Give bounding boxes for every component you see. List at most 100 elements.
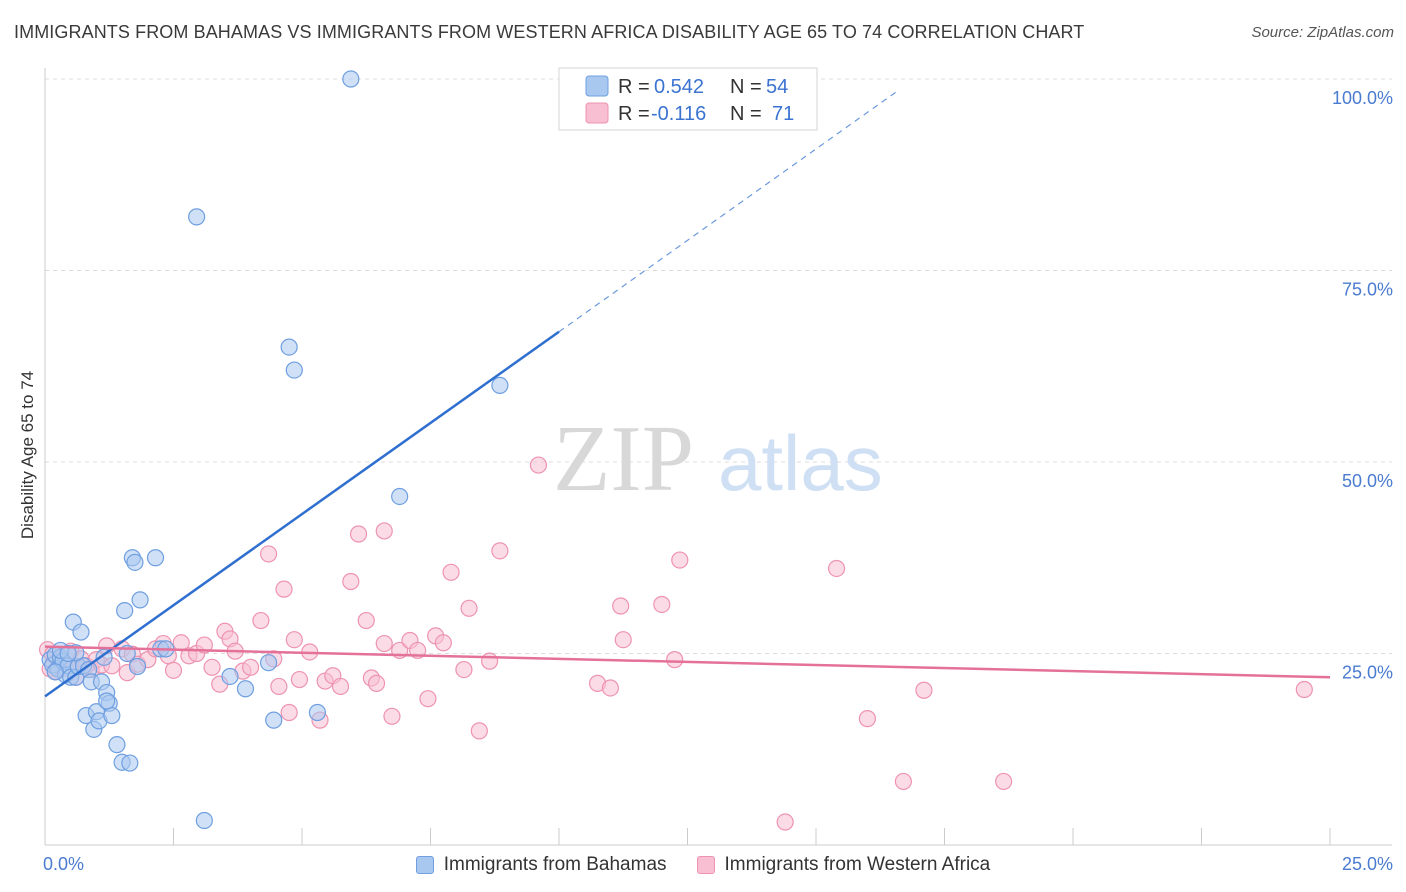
legend-n-value-2: 71 bbox=[772, 103, 794, 125]
y-tick-label-0: 25.0% bbox=[1342, 663, 1393, 683]
western-africa-point-50 bbox=[357, 611, 375, 630]
western-africa-point-38 bbox=[270, 677, 288, 696]
bahamas-trend-line bbox=[44, 330, 560, 698]
source-label: Source: ZipAtlas.com bbox=[1251, 24, 1394, 41]
legend-item-western-africa: Immigrants from Western Africa bbox=[696, 854, 991, 876]
legend-n-label-2: N = bbox=[730, 103, 762, 125]
legend-swatch-bahamas bbox=[415, 856, 434, 874]
bahamas-trend-extension bbox=[558, 90, 899, 333]
watermark-zip: ZIP bbox=[553, 407, 694, 511]
western-africa-extra-point-11 bbox=[375, 522, 393, 540]
legend-r-label-2: R = bbox=[618, 103, 650, 125]
x-tick-labels: 0.0% 25.0% bbox=[43, 854, 1393, 874]
western-africa-extra-point-10 bbox=[1295, 680, 1313, 699]
y-tick-label-1: 50.0% bbox=[1342, 471, 1393, 491]
western-africa-point-23 bbox=[164, 661, 183, 679]
western-africa-extra-point-2 bbox=[614, 631, 632, 649]
legend-n-label-1: N = bbox=[730, 76, 762, 98]
bahamas-point-38 bbox=[195, 811, 213, 830]
bahamas-point-34 bbox=[146, 549, 165, 567]
western-africa-point-39 bbox=[275, 580, 293, 598]
y-tick-labels: 25.0% 50.0% 75.0% 100.0% bbox=[1332, 88, 1393, 683]
bahamas-point-52 bbox=[59, 644, 77, 663]
western-africa-point-63 bbox=[460, 599, 478, 617]
chart-title: IMMIGRANTS FROM BAHAMAS VS IMMIGRANTS FR… bbox=[14, 22, 1085, 42]
western-africa-extra-point-9 bbox=[776, 813, 794, 831]
western-africa-trend-line bbox=[44, 645, 1331, 679]
western-africa-extra-point-1 bbox=[601, 679, 620, 697]
legend-label-bahamas: Immigrants from Bahamas bbox=[443, 854, 667, 875]
bahamas-point-53 bbox=[46, 663, 64, 681]
western-africa-point-67 bbox=[529, 456, 548, 474]
western-africa-extra-point-5 bbox=[827, 559, 846, 578]
y-tick-label-2: 75.0% bbox=[1342, 280, 1393, 300]
bahamas-point-24 bbox=[103, 706, 121, 725]
western-africa-point-36 bbox=[259, 545, 278, 563]
axes bbox=[44, 68, 1392, 846]
western-africa-point-65 bbox=[481, 652, 499, 670]
bahamas-point-44 bbox=[285, 361, 303, 379]
western-africa-extra-point-8 bbox=[995, 772, 1013, 791]
bahamas-point-41 bbox=[259, 654, 278, 672]
western-africa-extra-point-3 bbox=[653, 595, 671, 614]
bahamas-point-32 bbox=[128, 657, 147, 676]
western-africa-point-40 bbox=[280, 703, 298, 722]
western-africa-extra-point-4 bbox=[666, 651, 684, 669]
western-africa-point-62 bbox=[455, 660, 473, 679]
western-africa-point-64 bbox=[470, 722, 488, 740]
legend-swatch-blue bbox=[585, 75, 609, 97]
western-africa-extra-point-6 bbox=[858, 710, 877, 728]
bahamas-point-21 bbox=[95, 648, 113, 666]
bahamas-point-27 bbox=[116, 602, 134, 620]
western-africa-point-69 bbox=[671, 551, 689, 569]
bahamas-point-43 bbox=[280, 338, 298, 356]
legend-label-western-africa: Immigrants from Western Africa bbox=[724, 854, 991, 875]
western-africa-point-61 bbox=[442, 563, 460, 581]
legend-swatch-western-africa bbox=[696, 856, 715, 874]
legend-swatch-pink bbox=[585, 102, 609, 124]
bahamas-point-42 bbox=[265, 711, 283, 729]
western-africa-point-42 bbox=[290, 670, 309, 689]
bahamas-point-47 bbox=[391, 487, 409, 506]
bahamas-point-37 bbox=[188, 208, 206, 226]
grid-lines bbox=[45, 78, 1392, 654]
series-western-africa-points bbox=[38, 456, 1313, 831]
western-africa-point-68 bbox=[612, 597, 630, 615]
western-africa-point-41 bbox=[285, 631, 303, 649]
bahamas-point-29 bbox=[121, 754, 139, 772]
western-africa-extra-point-7 bbox=[894, 772, 912, 791]
bahamas-point-39 bbox=[221, 667, 239, 686]
western-africa-point-52 bbox=[367, 674, 386, 692]
western-africa-point-53 bbox=[375, 634, 393, 653]
legend-box: R = 0.542 N = 54 R = -0.116 N = 71 bbox=[558, 67, 818, 131]
western-africa-point-47 bbox=[331, 677, 350, 696]
y-tick-label-3: 100.0% bbox=[1332, 88, 1393, 108]
bahamas-point-33 bbox=[131, 591, 149, 609]
bahamas-point-45 bbox=[308, 703, 327, 722]
western-africa-point-34 bbox=[242, 658, 260, 676]
western-africa-point-28 bbox=[203, 658, 221, 676]
western-africa-point-49 bbox=[349, 525, 368, 543]
x-tick-label-0: 0.0% bbox=[43, 854, 84, 874]
y-axis-label: Disability Age 65 to 74 bbox=[18, 371, 37, 539]
legend-r-value-2: -0.116 bbox=[651, 103, 706, 125]
legend-n-value-1: 54 bbox=[766, 76, 788, 98]
watermark-atlas: atlas bbox=[718, 419, 883, 507]
western-africa-point-58 bbox=[419, 690, 437, 708]
bahamas-point-46 bbox=[342, 70, 360, 88]
series-bahamas-points bbox=[41, 70, 509, 830]
legend-r-value-1: 0.542 bbox=[654, 76, 704, 98]
bahamas-point-51 bbox=[98, 692, 116, 710]
x-tick-label-1: 25.0% bbox=[1342, 854, 1393, 874]
western-africa-point-66 bbox=[491, 542, 509, 560]
bahamas-point-31 bbox=[126, 553, 144, 571]
bahamas-point-12 bbox=[72, 623, 90, 641]
western-africa-point-70 bbox=[915, 681, 933, 699]
watermark: ZIP atlas bbox=[553, 407, 883, 511]
bahamas-point-40 bbox=[236, 680, 255, 698]
western-africa-point-48 bbox=[342, 572, 360, 591]
bahamas-point-25 bbox=[108, 736, 126, 754]
trend-lines bbox=[44, 90, 1331, 698]
western-africa-point-60 bbox=[434, 634, 452, 652]
